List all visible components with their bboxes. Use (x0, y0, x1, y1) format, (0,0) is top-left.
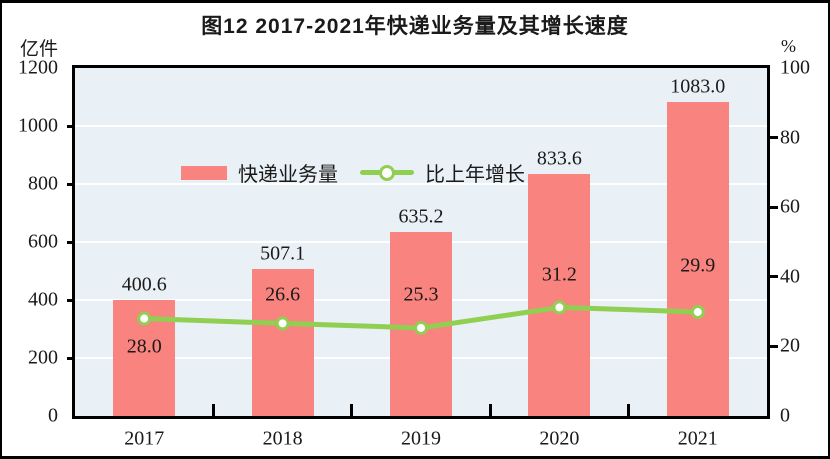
right-axis-tick-label: 20 (780, 334, 800, 357)
bar-value-label: 833.6 (536, 147, 582, 170)
chart-title: 图12 2017-2021年快递业务量及其增长速度 (201, 15, 629, 38)
right-axis-tick-label: 100 (780, 56, 810, 79)
bar-swatch-icon (181, 165, 227, 180)
marker-dot-icon (379, 164, 395, 181)
growth-value-label: 25.3 (403, 283, 439, 306)
bar-value-label: 507.1 (260, 242, 306, 265)
left-axis-tick-label: 600 (28, 230, 58, 253)
bar-value-label: 635.2 (398, 205, 444, 228)
data-labels-layer: 400.6 507.1 635.2 833.6 1083.0 28.0 26.6 25.3 31… (75, 68, 767, 416)
x-axis-label: 2018 (262, 427, 303, 450)
growth-point (552, 300, 567, 315)
growth-point (414, 320, 428, 335)
bar-2020 (528, 174, 591, 416)
right-axis-tick (770, 136, 778, 140)
left-axis-tick (67, 182, 75, 186)
legend-label-growth: 比上年增长 (425, 164, 525, 186)
left-axis-unit-label: 亿件 (20, 39, 59, 60)
bar-2021 (666, 101, 729, 416)
right-axis-tick-label: 0 (780, 404, 790, 427)
x-axis-tick (350, 404, 354, 416)
grid-line (75, 183, 767, 185)
x-axis-label: 2017 (124, 427, 165, 450)
growth-value-label: 26.6 (265, 283, 301, 306)
left-axis-tick-label: 200 (28, 346, 58, 369)
growth-line-layer (137, 300, 705, 335)
right-axis-tick (770, 275, 778, 279)
grid-line (75, 125, 767, 127)
left-axis-tick-label: 800 (28, 172, 58, 195)
bar-value-label: 400.6 (121, 273, 167, 296)
growth-point (137, 311, 152, 326)
right-axis-unit-label: % (781, 36, 796, 56)
left-axis-tick-label: 1000 (18, 114, 58, 137)
x-axis-label: 2020 (539, 427, 580, 450)
left-axis-tick (67, 298, 75, 302)
x-axis-label: 2021 (677, 427, 718, 450)
growth-value-label: 29.9 (680, 254, 716, 277)
bars-layer (75, 68, 767, 416)
left-axis-tick (67, 124, 75, 128)
legend-item-volume: 快递业务量 (181, 158, 338, 187)
legend: 快递业务量 比上年增长 (181, 158, 525, 187)
legend-label-volume: 快递业务量 (238, 164, 338, 186)
bar-value-label: 1083.0 (670, 75, 726, 98)
left-axis-tick (67, 240, 75, 244)
x-axis-tick (488, 404, 492, 416)
x-axis-label: 2019 (401, 427, 441, 450)
right-axis-tick-label: 40 (780, 265, 800, 288)
left-axis-tick-label: 0 (48, 404, 58, 427)
bar-2018 (251, 268, 314, 416)
right-axis-tick (770, 344, 778, 348)
right-axis-tick-label: 60 (780, 195, 800, 218)
right-axis-tick (770, 205, 778, 209)
left-axis-tick (67, 356, 75, 360)
growth-value-label: 31.2 (541, 263, 577, 286)
growth-point (690, 304, 705, 319)
line-marker-icon (360, 164, 414, 181)
left-axis-tick-label: 400 (28, 288, 58, 311)
left-axis-tick-label: 1200 (18, 56, 58, 79)
x-axis-tick (627, 404, 631, 416)
x-axis-tick (211, 404, 215, 416)
legend-item-growth: 比上年增长 (360, 158, 525, 187)
right-axis-tick-label: 80 (780, 126, 800, 149)
plot-area: 400.6 507.1 635.2 833.6 1083.0 28.0 26.6 25.3 31… (72, 65, 770, 419)
growth-point (275, 316, 290, 331)
growth-value-label: 28.0 (126, 335, 162, 358)
